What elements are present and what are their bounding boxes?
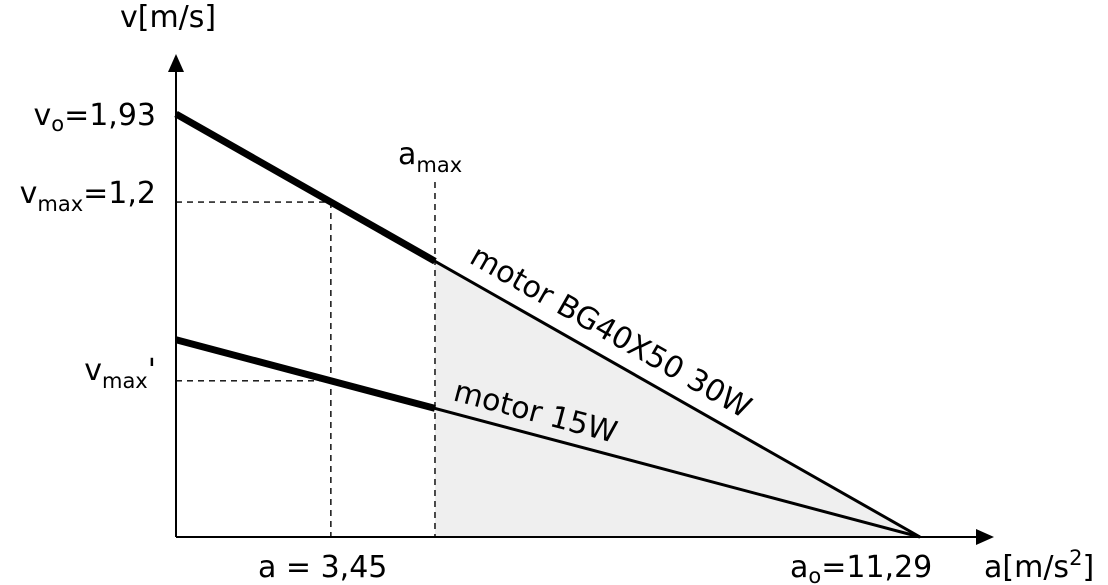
y-axis-label: v[m/s] bbox=[120, 0, 216, 35]
series-motor-15w-thick-segment bbox=[175, 336, 436, 412]
a0-label: ao=11,29 bbox=[790, 550, 932, 585]
amax-label: amax bbox=[398, 137, 462, 177]
series-motor-bg40x50-thick-segment bbox=[174, 110, 437, 265]
v0-label: vo=1,93 bbox=[33, 98, 156, 136]
a-value-label: a = 3,45 bbox=[258, 550, 387, 585]
x-axis-label: a[m/s2] bbox=[984, 546, 1094, 585]
vmax-label: vmax=1,2 bbox=[20, 176, 156, 216]
vmax-prime-label: vmax' bbox=[84, 353, 156, 393]
y-axis-arrow bbox=[168, 54, 184, 72]
x-axis-arrow bbox=[976, 529, 994, 545]
